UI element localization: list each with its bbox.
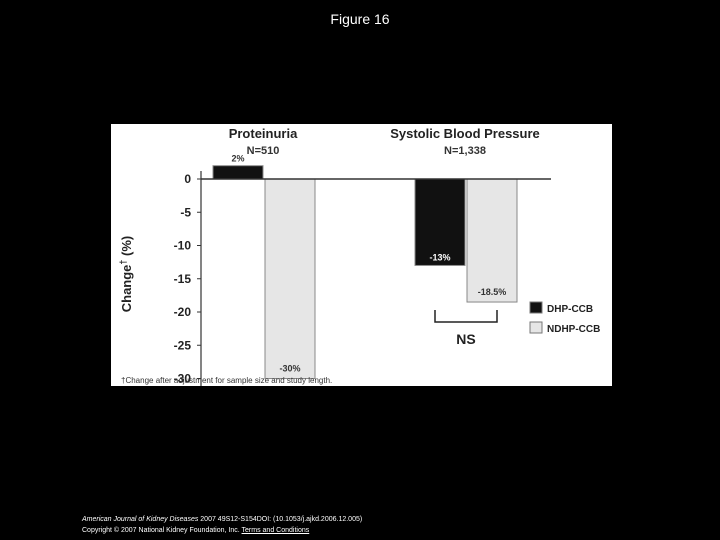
terms-link[interactable]: Terms and Conditions bbox=[241, 527, 310, 534]
bar-dhp-ccb bbox=[414, 178, 466, 266]
legend-label: NDHP-CCB bbox=[547, 324, 600, 335]
y-tick-label: -20 bbox=[174, 305, 192, 319]
y-tick-label: 0 bbox=[184, 172, 191, 186]
y-tick-label: -10 bbox=[174, 239, 192, 253]
group-n-label: N=510 bbox=[247, 145, 280, 157]
copyright-text: Copyright © 2007 National Kidney Foundat… bbox=[82, 527, 242, 534]
journal-name: American Journal of Kidney Diseases bbox=[82, 516, 199, 523]
legend-swatch bbox=[529, 301, 543, 314]
group-title: Proteinuria bbox=[229, 126, 298, 141]
data-label: -30% bbox=[279, 364, 300, 374]
group-n-label: N=1,338 bbox=[444, 145, 486, 157]
footnote: †Change after adjustment for sample size… bbox=[121, 376, 332, 385]
y-tick-label: -5 bbox=[180, 205, 191, 219]
figure-panel: 0-5-10-15-20-25-30-35Change† (%)2%-30%Pr… bbox=[111, 124, 612, 386]
y-axis-label: Change† (%) bbox=[118, 236, 134, 313]
data-label: 2% bbox=[231, 154, 244, 164]
legend-swatch bbox=[529, 321, 543, 334]
bar-dhp-ccb bbox=[212, 165, 264, 180]
significance-label: NS bbox=[456, 331, 475, 347]
legend-label: DHP-CCB bbox=[547, 304, 593, 315]
data-label: -13% bbox=[429, 252, 450, 262]
significance-bracket bbox=[434, 310, 498, 323]
data-label: -18.5% bbox=[478, 287, 507, 297]
citation-line-2: Copyright © 2007 National Kidney Foundat… bbox=[82, 525, 362, 536]
y-tick-label: -25 bbox=[174, 338, 192, 352]
bar-ndhp-ccb bbox=[466, 178, 518, 303]
bar-ndhp-ccb bbox=[264, 178, 316, 379]
y-tick-label: -30 bbox=[174, 372, 192, 386]
group-title: Systolic Blood Pressure bbox=[390, 126, 540, 141]
citation-details: 2007 49S12-S154DOI: (10.1053/j.ajkd.2006… bbox=[198, 516, 363, 523]
citation-line-1: American Journal of Kidney Diseases 2007… bbox=[82, 514, 362, 525]
y-tick-label: -15 bbox=[174, 272, 192, 286]
slide-title: Figure 16 bbox=[330, 11, 390, 27]
citation: American Journal of Kidney Diseases 2007… bbox=[82, 514, 362, 536]
bar-chart: 0-5-10-15-20-25-30-35Change† (%)2%-30%Pr… bbox=[118, 126, 600, 386]
